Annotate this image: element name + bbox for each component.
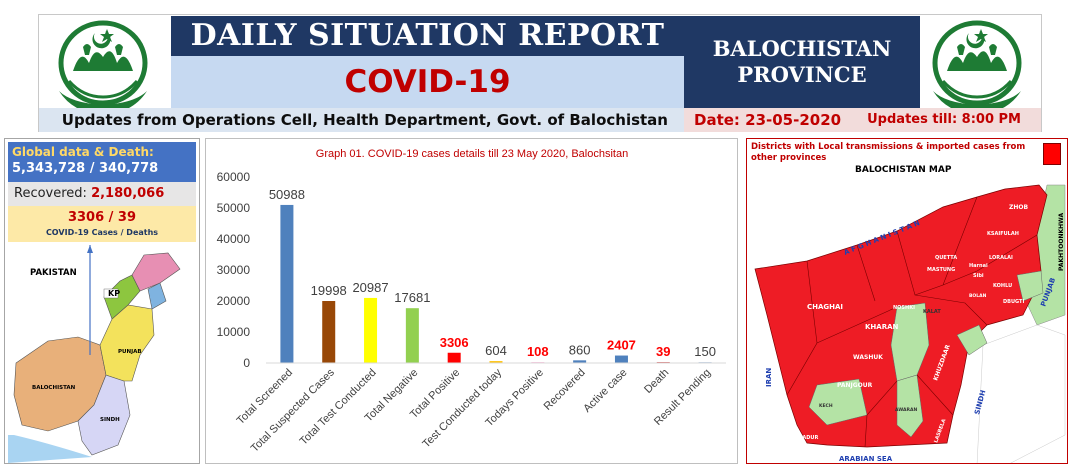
bars-group: 50988 19998 20987 17681 3306 604 108 860 2407 39 1…: [269, 187, 716, 363]
bar-total-test-conducted: [364, 297, 378, 363]
kharan-label: KHARAN: [865, 323, 899, 331]
harnai-label: Harnai: [969, 263, 988, 269]
data-label: 150: [694, 344, 716, 359]
y-tick-label: 30000: [217, 263, 251, 277]
recovered-label: Recovered:: [14, 186, 87, 201]
data-label: 17681: [394, 290, 430, 305]
balochistan-emblem-icon: [932, 20, 1022, 115]
cases-deaths-label: COVID-19 Cases / Deaths: [45, 228, 159, 237]
map-legend-text: Districts with Local transmissions & imp…: [751, 142, 1026, 163]
x-tick-label: Total Test Conducted: [298, 367, 379, 448]
x-tick-label: Test Conducted today: [420, 366, 504, 450]
bar-total-screened: [280, 204, 294, 363]
data-label: 39: [656, 344, 670, 359]
washuk-label: WASHUK: [853, 354, 883, 361]
kohlu-label: KOHLU: [993, 283, 1012, 289]
y-tick-label: 0: [243, 356, 250, 370]
balochistan-emblem-icon: [58, 20, 148, 115]
data-label: 604: [485, 343, 507, 358]
bar-total-suspected-cases: [322, 301, 336, 363]
balochistan-map-label: BALOCHISTAN: [32, 385, 76, 391]
recovered-value: 2,180,066: [91, 186, 165, 201]
punjab-map-label: PUNJAB: [118, 349, 142, 355]
kech-label: KECH: [819, 403, 833, 409]
updates-till: Updates till: 8:00 PM: [867, 112, 1021, 127]
bar-total-positive: [447, 352, 461, 363]
report-subtitle: COVID-19: [171, 56, 684, 108]
province-label: BALOCHISTAN PROVINCE: [684, 16, 920, 108]
updates-source: Updates from Operations Cell, Health Dep…: [39, 108, 684, 132]
data-label: 3306: [440, 335, 469, 350]
gwadur-label: GWADUR: [793, 435, 818, 441]
x-tick-label: Death: [642, 367, 671, 396]
recovered-box: Recovered: 2,180,066: [8, 182, 196, 206]
summary-panel: Global data & Death: 5,343,728 / 340,778…: [4, 138, 200, 464]
x-tick-label: Active case: [581, 367, 629, 415]
ksaifulah-label: KSAIFULAH: [987, 231, 1019, 237]
kp-map-label: KP: [108, 289, 120, 298]
y-axis: 0 10000 20000 30000 40000 50000 60000: [217, 170, 251, 370]
global-data-box: Global data & Death: 5,343,728 / 340,778: [8, 142, 196, 182]
data-label: 108: [527, 344, 549, 359]
report-header: DAILY SITUATION REPORT COVID-19 BALOCHIS…: [38, 14, 1042, 132]
data-label: 20987: [352, 280, 388, 295]
chart-title: Graph 01. COVID-19 cases details till 23…: [316, 148, 628, 160]
data-label: 860: [569, 342, 591, 357]
province-line-1: BALOCHISTAN: [712, 36, 892, 61]
kalat-label: KALAT: [923, 309, 941, 315]
province-line-2: PROVINCE: [737, 62, 867, 87]
cases-bar-chart: Graph 01. COVID-19 cases details till 23…: [217, 148, 726, 455]
map-title: BALOCHISTAN MAP: [855, 165, 952, 175]
legend-red-swatch: [1043, 143, 1061, 165]
data-label: 19998: [311, 283, 347, 298]
bar-active-case: [614, 355, 628, 363]
cases-chart-panel: Graph 01. COVID-19 cases details till 23…: [205, 138, 738, 464]
cases-box: 3306 / 39 COVID-19 Cases / Deaths: [8, 206, 196, 242]
y-tick-label: 60000: [217, 170, 251, 184]
noshki-label: NOSHKI: [893, 305, 915, 311]
sibi-label: Sibi: [973, 273, 984, 279]
cases-deaths-value: 3306 / 39: [67, 210, 137, 225]
pakistan-map: PAKISTAN KP PUNJAB BALOCHISTAN SINDH: [8, 245, 196, 463]
global-data-value: 5,343,728 / 340,778: [12, 161, 159, 176]
pakhtoonkhwa-label: PAKHTOONKHWA: [1058, 213, 1065, 271]
arabian-sea-label: ARABIAN SEA: [839, 455, 893, 463]
chaghai-label: CHAGHAI: [807, 303, 843, 311]
date-bar: Date: 23-05-2020 Updates till: 8:00 PM: [684, 108, 1041, 132]
report-date: Date: 23-05-2020: [694, 111, 842, 129]
x-tick-label: Total Suspected Cases: [249, 366, 337, 454]
balochistan-map-panel: Districts with Local transmissions & imp…: [746, 138, 1068, 464]
loralai-label: LORALAI: [989, 255, 1013, 261]
data-label: 2407: [607, 338, 636, 353]
y-tick-label: 20000: [217, 294, 251, 308]
global-data-title: Global data & Death:: [12, 145, 154, 159]
y-tick-label: 50000: [217, 201, 251, 215]
bar-total-negative: [405, 308, 419, 363]
bar-recovered: [573, 360, 587, 363]
iran-label: IRAN: [765, 368, 773, 387]
dbugti-label: DBUGTI: [1003, 299, 1024, 305]
quetta-label: QUETTA: [935, 255, 957, 261]
pakistan-map-label: PAKISTAN: [30, 268, 77, 278]
sindh-map-label: SINDH: [100, 417, 120, 423]
zhob-label: ZHOB: [1009, 204, 1028, 211]
awaran-label: AWARAN: [895, 407, 917, 413]
y-tick-label: 10000: [217, 325, 251, 339]
data-label: 50988: [269, 187, 305, 202]
bolan-label: BOLAN: [969, 293, 987, 299]
report-title: DAILY SITUATION REPORT: [171, 16, 684, 56]
y-tick-label: 40000: [217, 232, 251, 246]
balochistan-map: CHAGHAI KHARAN WASHUK PANJGOUR NOSHKI QU…: [747, 184, 1066, 463]
panjgour-label: PANJGOUR: [837, 382, 873, 389]
mastung-label: MASTUNG: [927, 267, 955, 273]
bar-test-conducted-today: [489, 361, 503, 363]
